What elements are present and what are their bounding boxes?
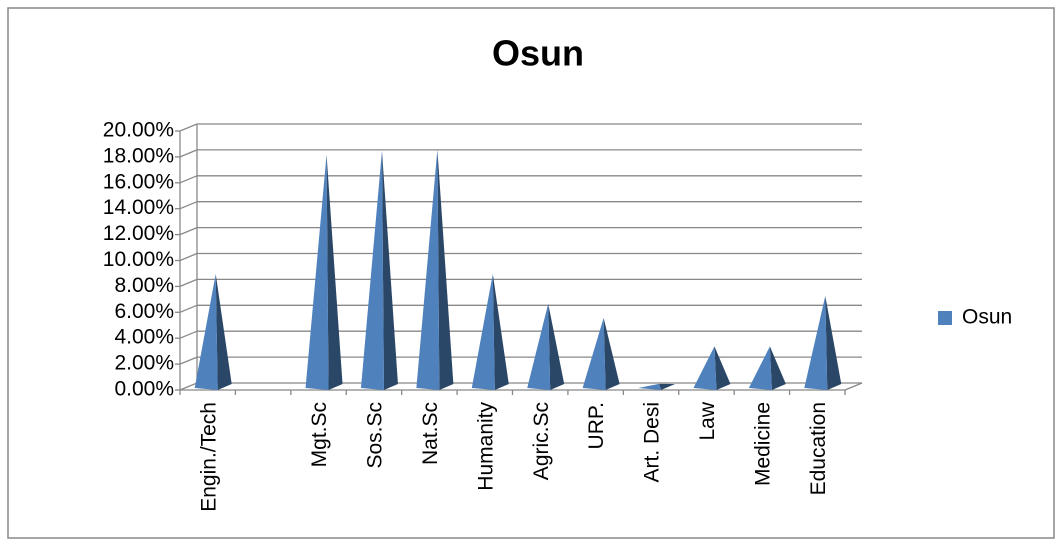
chart-border [7,7,1055,539]
y-tick-label: 4.00% [114,326,174,349]
pyramid-side [381,150,398,390]
pyramid-front [305,154,329,390]
pyramid-front [638,383,662,390]
pyramid [748,346,786,390]
x-tick-label: Agric.Sc [530,402,553,480]
pyramid-front [360,150,384,390]
chart-title: Osun [492,33,584,74]
x-tick-label: Engin./Tech [197,402,220,512]
x-tick-label: Art. Desi [641,402,664,483]
y-tick-label: 6.00% [114,300,174,323]
pyramid-side [825,295,842,390]
pyramid-front [416,149,440,390]
grid-line [179,278,198,288]
grid-line [179,304,198,313]
x-tick-label: URP. [585,402,608,449]
pyramid-side [548,303,565,390]
pyramid-front [582,317,606,390]
pyramid [416,149,454,390]
floor-right [844,382,863,391]
pyramid [194,273,232,390]
x-tick-label: Medicine [751,402,774,486]
y-tick-label: 8.00% [114,274,174,297]
pyramid-side [603,317,620,390]
pyramid-side [326,154,343,390]
pyramid [305,154,343,390]
grid-line [179,252,198,262]
grid-line [179,123,198,132]
pyramid-side [215,273,232,390]
pyramid-front [693,346,717,390]
pyramid [638,383,676,390]
x-tick-label: Education [807,402,830,495]
grid-line [179,175,198,184]
pyramid-front [527,303,551,390]
grid-line [179,356,198,365]
y-tick-label: 0.00% [114,378,174,401]
pyramid [360,150,398,390]
x-tick-label: Mgt.Sc [308,402,331,467]
pyramid-side [659,383,676,390]
grid-line [179,382,198,391]
pyramid-side [714,346,731,390]
pyramid-front [748,346,772,390]
pyramid-front [194,273,218,390]
pyramid-front [471,273,495,390]
pyramid [471,273,509,390]
grid-line [179,149,198,158]
grid-line [179,201,198,210]
pyramid-side [492,273,509,390]
grid-line [179,330,198,339]
legend-swatch [938,311,952,325]
y-tick-label: 10.00% [103,248,174,271]
y-tick-label: 18.00% [103,144,174,167]
y-tick-label: 12.00% [103,222,174,245]
pyramid [527,303,565,390]
y-tick-label: 14.00% [103,196,174,219]
y-tick-label: 16.00% [103,170,174,193]
pyramid [804,295,842,390]
pyramid [693,346,731,390]
pyramid-side [437,149,454,390]
pyramid-side [769,346,786,390]
x-tick-label: Law [696,401,719,440]
x-tick-label: Humanity [474,402,497,491]
x-tick-label: Nat.Sc [419,402,442,465]
pyramid-front [804,295,828,390]
y-tick-label: 20.00% [103,119,174,142]
pyramid [582,317,620,390]
legend-label: Osun [962,306,1012,329]
x-tick-label: Sos.Sc [364,402,387,469]
grid-line [179,226,198,236]
y-tick-label: 2.00% [114,352,174,375]
